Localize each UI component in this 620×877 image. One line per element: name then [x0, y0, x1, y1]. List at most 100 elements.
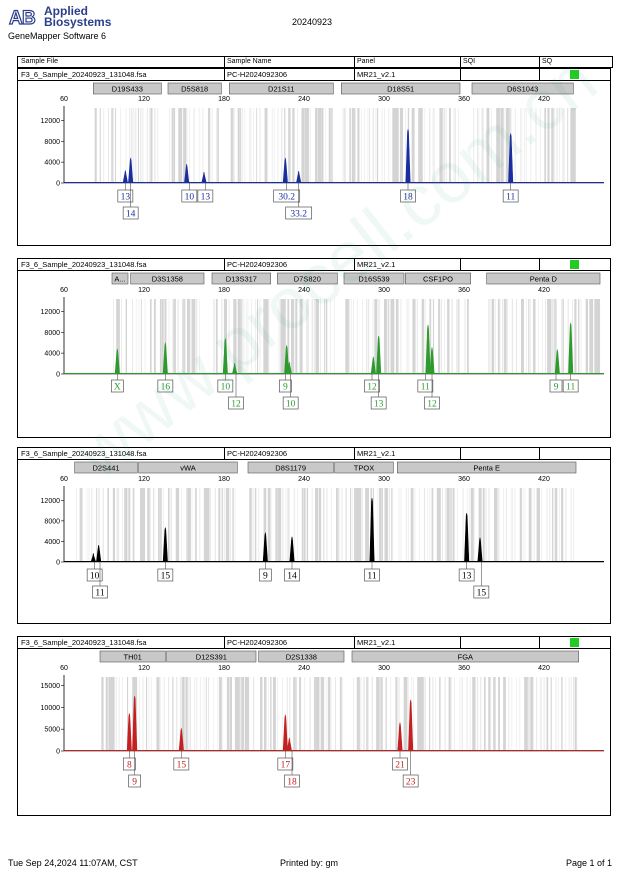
peak: [477, 537, 483, 562]
sample-file-name: F3_6_Sample_20240923_131048.fsa: [21, 70, 147, 79]
allele-box: [122, 757, 136, 771]
marker-label: Penta D: [530, 275, 558, 284]
x-tick-label: 360: [458, 287, 470, 294]
x-tick-label: 420: [538, 665, 550, 672]
allele-label: 10: [286, 400, 296, 410]
bin-group: [113, 299, 128, 374]
x-tick-label: 300: [378, 476, 390, 483]
marker-label: Penta E: [473, 464, 500, 473]
x-tick-label: 420: [538, 476, 550, 483]
peak: [282, 714, 288, 751]
peak: [408, 699, 414, 751]
x-tick-label: 300: [378, 96, 390, 103]
peak: [122, 170, 128, 183]
peak: [286, 361, 292, 374]
allele-box: [258, 568, 272, 582]
y-tick-label: 0: [56, 372, 60, 379]
allele-box: [392, 757, 408, 771]
allele-label: 13: [201, 193, 211, 203]
allele-label: 12: [231, 400, 241, 410]
allele-label: 11: [421, 383, 430, 393]
x-tick-label: 180: [218, 665, 230, 672]
allele-label: 10: [90, 572, 100, 582]
peak: [232, 363, 238, 374]
bin-group: [336, 488, 393, 562]
allele-label: 18: [287, 778, 297, 788]
sample-name: PC-H2024092306: [227, 638, 288, 647]
panel-name: MR21_v2.1: [357, 449, 396, 458]
x-tick-label: 360: [458, 665, 470, 672]
allele-box: [473, 585, 490, 599]
allele-label: 8: [127, 761, 132, 771]
allele-box: [364, 379, 380, 393]
peak: [397, 722, 403, 751]
allele-box: [157, 568, 174, 582]
x-tick-label: 240: [298, 476, 310, 483]
sample-name: PC-H2024092306: [227, 449, 288, 458]
y-tick-label: 10000: [41, 705, 61, 712]
svg-text:A: A: [9, 8, 23, 28]
col-sample-name: Sample Name: [227, 58, 272, 65]
bin-group: [168, 677, 255, 751]
marker-label: D21S11: [268, 85, 295, 94]
allele-box: [228, 396, 244, 410]
marker-bar: [130, 272, 205, 285]
marker-bar: [211, 272, 271, 285]
x-tick-label: 180: [218, 287, 230, 294]
marker-bar: [397, 461, 577, 474]
allele-box: [273, 189, 301, 203]
sample-info-bar: F3_6_Sample_20240923_131048.fsa PC-H2024…: [18, 69, 610, 81]
peak: [508, 133, 514, 183]
marker-bar: [486, 272, 601, 285]
bin-group: [353, 677, 578, 751]
allele-box: [364, 568, 380, 582]
bin-group: [213, 299, 270, 374]
peak: [464, 513, 470, 562]
marker-label: A...: [114, 275, 125, 284]
allele-label: 11: [367, 572, 376, 582]
peak: [162, 342, 168, 374]
marker-label: FGA: [458, 653, 473, 662]
marker-bar: [405, 272, 471, 285]
printed-by: Printed by: gm: [280, 858, 339, 868]
sample-name: PC-H2024092306: [227, 260, 288, 269]
allele-box: [562, 379, 579, 393]
y-tick-label: 4000: [44, 539, 60, 546]
allele-box: [117, 189, 134, 203]
x-tick-label: 120: [138, 287, 150, 294]
marker-label: D3S1358: [152, 275, 183, 284]
svg-text:B: B: [22, 8, 36, 28]
allele-label: 9: [554, 383, 559, 393]
bin-group: [230, 108, 333, 183]
allele-box: [284, 568, 300, 582]
allele-label: 11: [566, 383, 575, 393]
bin-group: [249, 488, 332, 562]
peak: [90, 553, 96, 562]
y-tick-label: 12000: [41, 309, 61, 316]
y-tick-label: 8000: [44, 518, 60, 525]
y-tick-label: 4000: [44, 160, 60, 167]
sample-file-name: F3_6_Sample_20240923_131048.fsa: [21, 449, 147, 458]
allele-label: 17: [281, 761, 291, 771]
marker-bar: [277, 272, 338, 285]
peak: [405, 129, 411, 183]
bin-group: [140, 488, 236, 562]
peak: [162, 527, 168, 562]
marker-label: D5S818: [181, 85, 208, 94]
col-sqi: SQI: [463, 58, 476, 65]
y-tick-label: 5000: [44, 727, 60, 734]
marker-label: D2S1338: [286, 653, 317, 662]
allele-box: [197, 189, 214, 203]
y-tick-label: 8000: [44, 139, 60, 146]
y-tick-label: 12000: [41, 118, 61, 125]
peak: [370, 356, 376, 374]
allele-box: [110, 379, 124, 393]
marker-label: D16S539: [358, 275, 389, 284]
allele-box: [122, 206, 139, 220]
brand-line1: Applied: [44, 4, 88, 18]
allele-box: [92, 585, 108, 599]
marker-bar: [471, 82, 574, 95]
allele-box: [173, 757, 190, 771]
x-tick-label: 60: [60, 665, 68, 672]
